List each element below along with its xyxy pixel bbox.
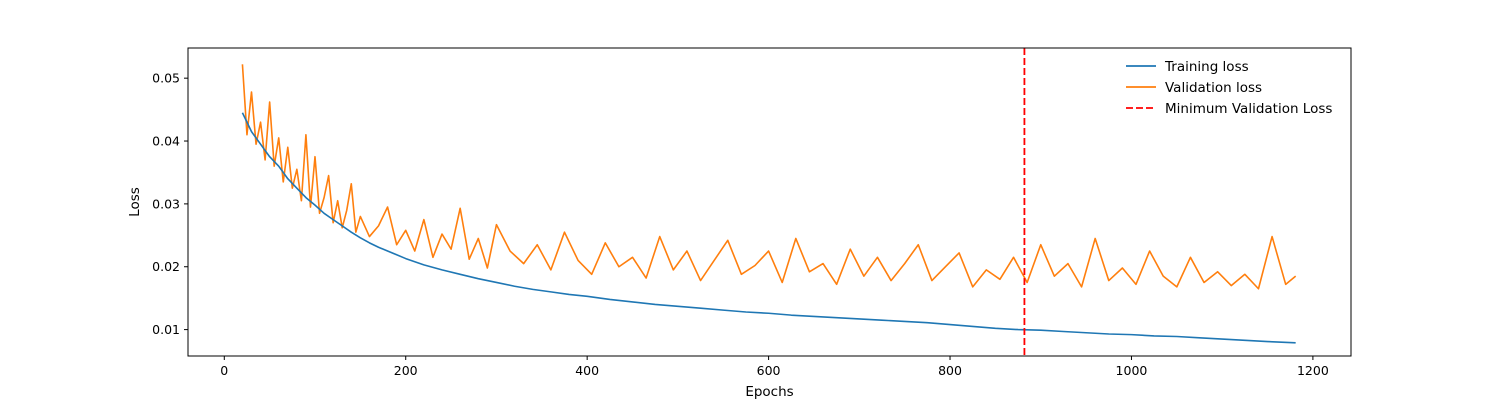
x-tick-label: 200	[394, 363, 418, 378]
legend: Training loss Validation loss Minimum Va…	[1126, 59, 1332, 117]
series-line-training-loss	[241, 112, 1296, 344]
axes-frame	[187, 47, 1352, 357]
y-tick-label: 0.03	[152, 196, 180, 211]
legend-label-min-validation-loss: Minimum Validation Loss	[1165, 101, 1332, 117]
y-tick-label: 0.02	[152, 259, 180, 274]
y-tick-label: 0.05	[152, 71, 180, 86]
x-axis-label: Epochs	[745, 384, 793, 400]
series-layer	[241, 48, 1297, 356]
legend-label-training-loss: Training loss	[1164, 59, 1249, 75]
y-tick-label: 0.01	[152, 322, 180, 337]
y-axis-label: Loss	[127, 187, 143, 217]
x-axis-ticks: 0 200 400 600 800 1000 1200	[220, 356, 1329, 378]
x-tick-label: 1200	[1297, 363, 1329, 378]
x-tick-label: 600	[757, 363, 781, 378]
legend-label-validation-loss: Validation loss	[1165, 80, 1262, 96]
series-line-validation-loss	[241, 64, 1297, 290]
y-tick-label: 0.04	[152, 134, 180, 149]
y-axis-ticks: 0.01 0.02 0.03 0.04 0.05	[152, 71, 188, 337]
x-tick-label: 1000	[1116, 363, 1148, 378]
x-tick-label: 800	[938, 363, 962, 378]
x-tick-label: 0	[220, 363, 228, 378]
x-tick-label: 400	[575, 363, 599, 378]
